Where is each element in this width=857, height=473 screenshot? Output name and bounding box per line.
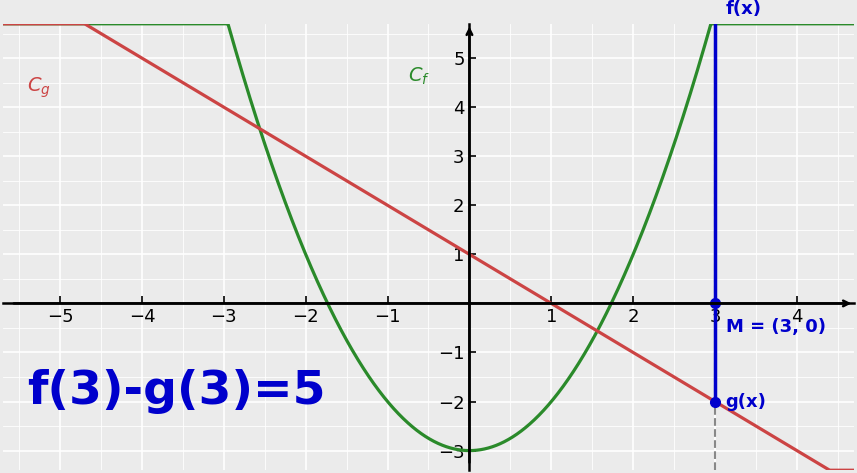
Text: f(3)-g(3)=5: f(3)-g(3)=5 bbox=[27, 369, 326, 414]
Text: $C_g$: $C_g$ bbox=[27, 75, 51, 100]
Text: M = (3, 0): M = (3, 0) bbox=[726, 318, 825, 336]
Text: g(x): g(x) bbox=[726, 393, 766, 411]
Text: $C_f$: $C_f$ bbox=[408, 65, 430, 87]
Text: f(x): f(x) bbox=[726, 0, 762, 18]
